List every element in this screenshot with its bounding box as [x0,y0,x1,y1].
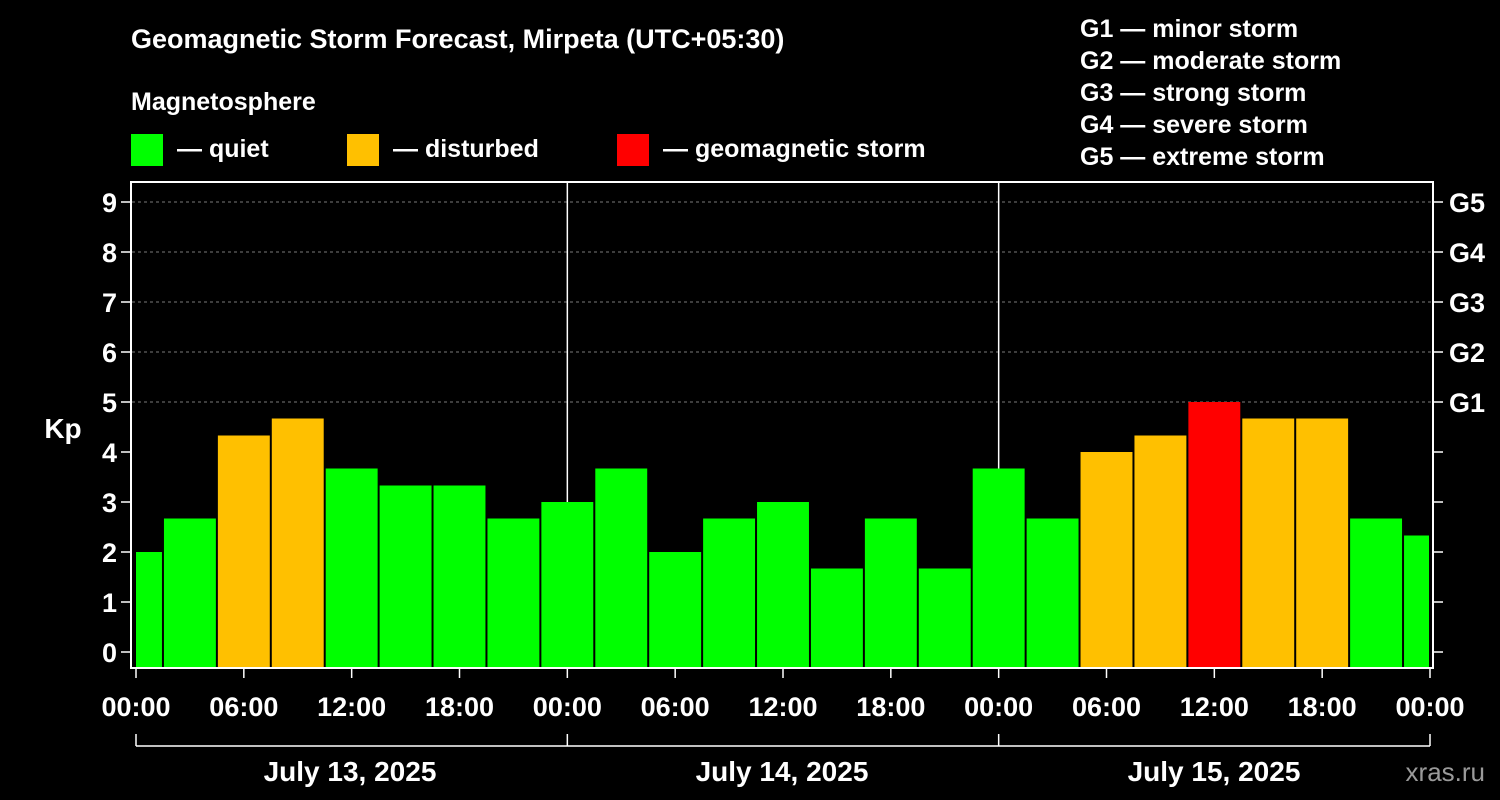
kp-bar [1188,402,1241,668]
kp-bar [541,502,594,668]
kp-bar [703,518,756,668]
kp-bar [972,468,1025,668]
y-tick-label: 9 [102,188,117,218]
x-tick-label: 12:00 [317,692,386,722]
kp-bar [487,518,540,668]
kp-bar [163,518,216,668]
y-tick-label: 0 [102,638,117,668]
storm-legend-g3: G3 — strong storm [1080,79,1306,107]
kp-bar [136,552,162,668]
legend-label-storm: — geomagnetic storm [663,135,926,163]
y-tick-label: 6 [102,338,117,368]
kp-bar [649,552,702,668]
kp-bar [864,518,917,668]
storm-scale-legend: G1 — minor storm G2 — moderate storm G3 … [1080,15,1341,171]
x-tick-label: 06:00 [641,692,710,722]
y-tick-label: 1 [102,588,117,618]
kp-bar [325,468,378,668]
kp-bar [433,485,486,668]
plot-frame [130,181,1434,669]
legend-swatch-quiet [131,134,163,166]
kp-bar [1080,452,1133,668]
x-tick-label: 00:00 [101,692,170,722]
plot-area: 0 1 2 3 4 5 6 7 8 9 G1 G2 G3 G4 G5 00:00 06:00 12:00 18:00… [101,181,1485,747]
x-tick-label: 00:00 [533,692,602,722]
y-tick-label: 2 [102,538,117,568]
kp-bar [757,502,809,668]
kp-bar [379,485,432,668]
day-label: July 15, 2025 [1128,756,1301,787]
y-tick-label: 3 [102,488,117,518]
x-tick-label: 00:00 [1395,692,1464,722]
y-tick-label: 7 [102,288,117,318]
y-axis-label: Kp [44,413,81,444]
y-tick-label: 8 [102,238,117,268]
kp-bar [1404,535,1429,668]
day-label: July 13, 2025 [264,756,437,787]
x-tick-label: 18:00 [856,692,925,722]
kp-bar [217,435,270,668]
kp-bar [1296,418,1349,668]
x-tick-label: 12:00 [1180,692,1249,722]
kp-bar [595,468,648,668]
chart-title: Geomagnetic Storm Forecast, Mirpeta (UTC… [131,24,784,54]
storm-level-label: G1 [1449,388,1485,418]
x-tick-label: 06:00 [1072,692,1141,722]
storm-legend-g1: G1 — minor storm [1080,15,1298,43]
watermark: xras.ru [1406,757,1485,787]
x-tick-label: 12:00 [748,692,817,722]
storm-legend-g2: G2 — moderate storm [1080,47,1341,75]
kp-bar [1350,518,1403,668]
x-tick-label: 18:00 [425,692,494,722]
legend-label-disturbed: — disturbed [393,135,539,163]
storm-legend-g5: G5 — extreme storm [1080,143,1325,171]
storm-level-label: G3 [1449,288,1485,318]
magnetosphere-legend: — quiet — disturbed — geomagnetic storm [131,134,926,166]
kp-bar [1134,435,1187,668]
kp-bar [1026,518,1079,668]
storm-legend-g4: G4 — severe storm [1080,111,1308,139]
storm-level-label: G5 [1449,188,1485,218]
x-tick-label: 00:00 [964,692,1033,722]
x-tick-label: 06:00 [209,692,278,722]
day-label: July 14, 2025 [696,756,869,787]
storm-level-label: G4 [1449,238,1485,268]
kp-bar [918,568,971,668]
x-tick-label: 18:00 [1288,692,1357,722]
y-tick-label: 4 [102,438,117,468]
kp-bar [271,418,324,668]
y-tick-label: 5 [102,388,117,418]
legend-swatch-storm [617,134,649,166]
legend-label-quiet: — quiet [177,135,269,163]
magnetosphere-heading: Magnetosphere [131,88,316,116]
legend-swatch-disturbed [347,134,379,166]
day-labels: July 13, 2025 July 14, 2025 July 15, 202… [264,756,1301,787]
kp-bar [1242,418,1295,668]
storm-level-label: G2 [1449,338,1485,368]
kp-bar [810,568,863,668]
